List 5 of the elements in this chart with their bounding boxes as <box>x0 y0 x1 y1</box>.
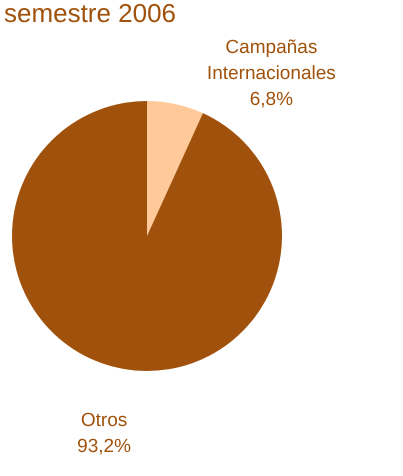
data-label: 93,2% <box>77 436 132 458</box>
slice-label: Otros <box>80 410 128 432</box>
slice-label: Campañas Internacionales <box>206 37 336 84</box>
chart-title: semestre 2006 <box>4 0 176 28</box>
data-label: 6,8% <box>250 89 294 110</box>
